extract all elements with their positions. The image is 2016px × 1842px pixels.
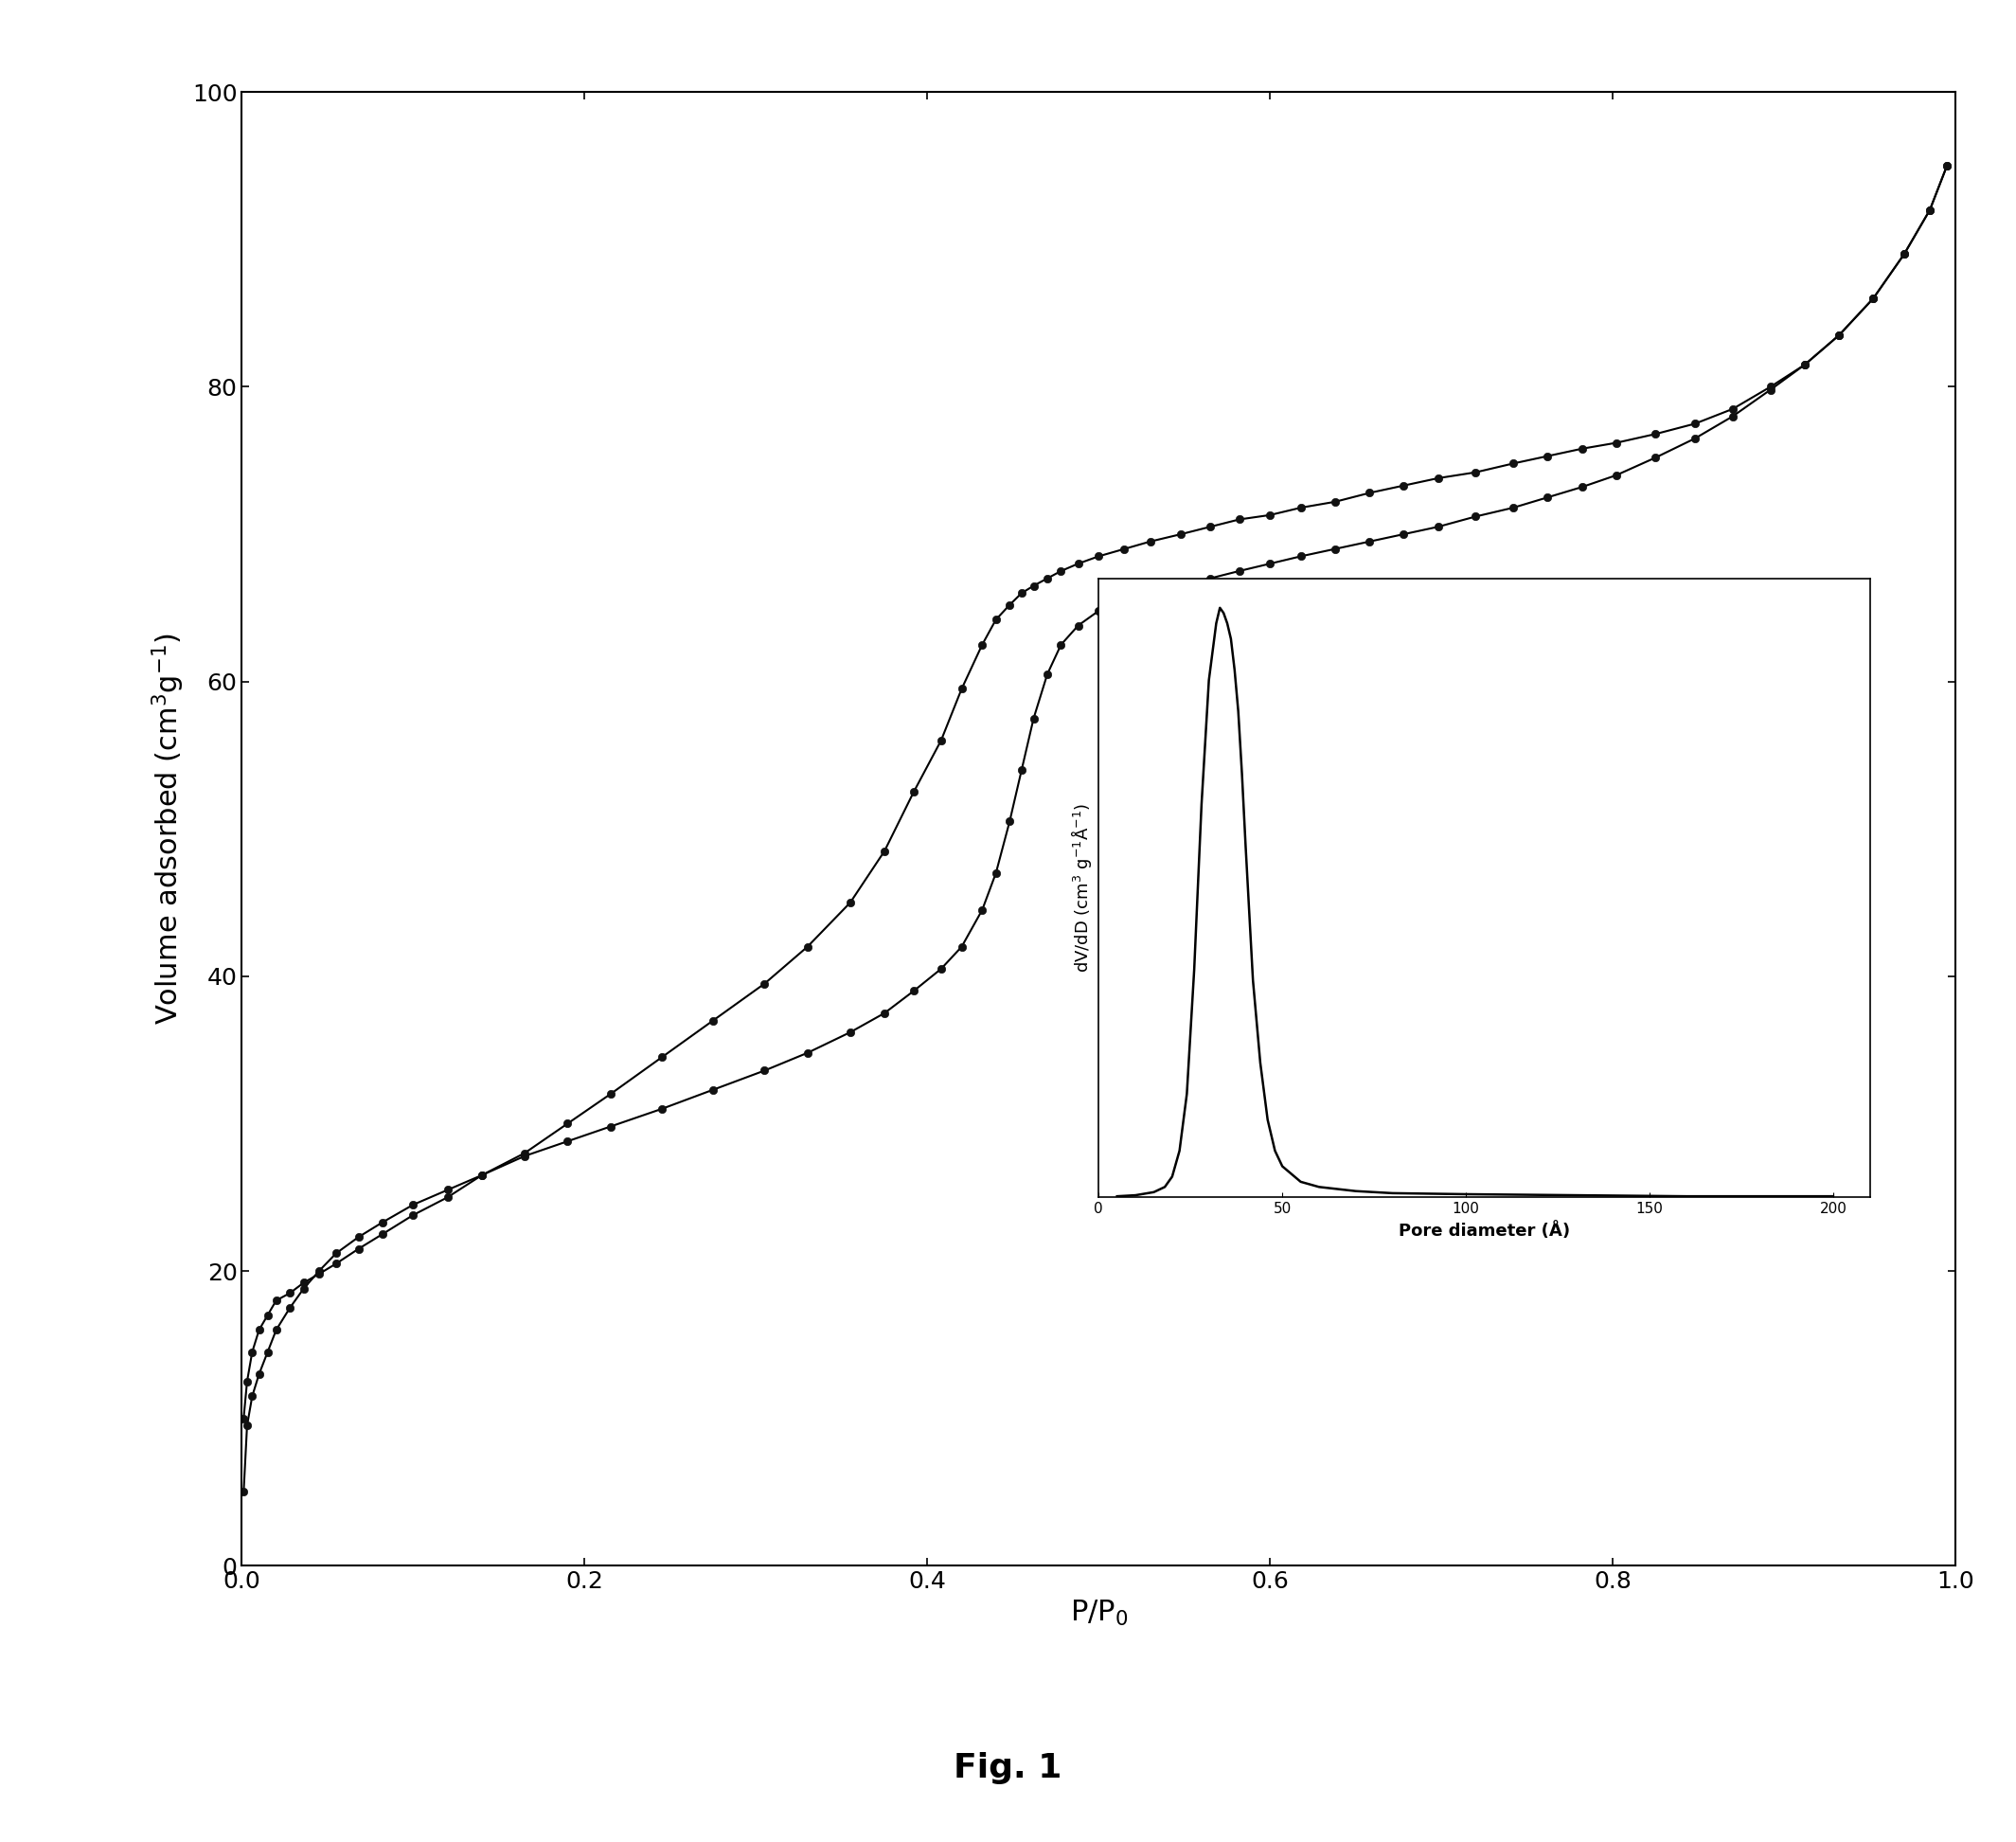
Y-axis label: Volume adsorbed (cm$^3$g$^{-1}$): Volume adsorbed (cm$^3$g$^{-1}$) [151, 634, 187, 1024]
X-axis label: P/P$_0$: P/P$_0$ [1070, 1599, 1127, 1628]
Text: Fig. 1: Fig. 1 [954, 1752, 1062, 1785]
